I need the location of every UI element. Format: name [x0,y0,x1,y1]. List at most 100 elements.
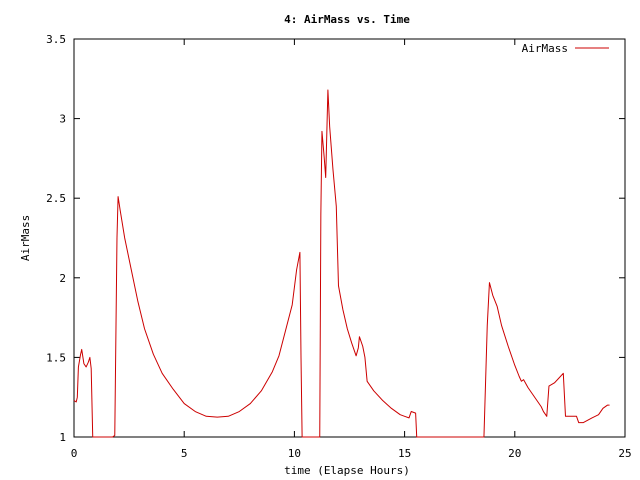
data-point [83,363,84,364]
data-point [162,373,163,374]
data-point [391,408,392,409]
data-point [400,414,401,415]
data-point [80,354,81,355]
x-tick-label: 15 [398,447,411,460]
data-point [77,397,78,398]
y-tick-label: 2.5 [46,192,66,205]
data-point [521,381,522,382]
y-tick-label: 1 [59,431,66,444]
data-point [325,177,326,178]
data-point [272,371,273,372]
data-point [364,357,365,358]
data-point [497,306,498,307]
data-point [487,325,488,326]
data-point [250,403,251,404]
data-point [195,411,196,412]
data-point [278,355,279,356]
data-point [206,416,207,417]
data-point [558,378,559,379]
data-point [591,417,592,418]
data-point [112,436,113,437]
data-point [320,214,321,215]
data-point [408,417,409,418]
data-point [415,413,416,414]
data-point [296,269,297,270]
chart-title: 4: AirMass vs. Time [284,13,410,26]
data-point [217,417,218,418]
data-point [73,400,74,401]
data-point [91,368,92,369]
data-point [319,436,320,437]
data-point [88,362,89,363]
data-point [92,436,93,437]
data-point [483,436,484,437]
plot-frame [73,38,626,438]
legend: AirMass [522,42,609,55]
data-point [302,436,303,437]
data-point [109,436,110,437]
x-tick-label: 10 [288,447,301,460]
data-point [124,237,125,238]
data-point [382,400,383,401]
data-point [565,416,566,417]
data-point [137,301,138,302]
y-axis-label: AirMass [19,215,32,261]
data-point [351,342,352,343]
data-point [598,414,599,415]
data-point [543,411,544,412]
series-line-airmass [73,89,610,438]
data-point [292,304,293,305]
data-point [261,390,262,391]
data-point [285,330,286,331]
data-point [342,309,343,310]
data-point [81,349,82,350]
x-tick-label: 20 [508,447,521,460]
data-point [321,131,322,132]
data-point [536,400,537,401]
data-point [514,365,515,366]
y-tick-label: 3 [59,113,66,126]
data-point [554,382,555,383]
data-point [411,411,412,412]
data-point [347,328,348,329]
data-point [416,436,417,437]
data-point [367,381,368,382]
data-point [89,357,90,358]
data-point [527,387,528,388]
data-point [563,373,564,374]
data-point [541,406,542,407]
data-point [327,89,328,90]
x-axis-ticks: 0 5 10 15 20 25 [71,39,632,460]
data-point [492,295,493,296]
data-point [239,411,240,412]
data-point [607,405,608,406]
data-point [578,422,579,423]
data-point [583,422,584,423]
data-point [362,346,363,347]
y-tick-label: 1.5 [46,351,66,364]
x-tick-label: 0 [71,447,78,460]
data-point [338,285,339,286]
data-point [523,379,524,380]
data-point [489,282,490,283]
y-tick-label: 3.5 [46,33,66,46]
data-point [501,325,502,326]
data-point [76,401,77,402]
data-point [114,435,115,436]
data-point [299,252,300,253]
data-point [508,346,509,347]
data-point [356,355,357,356]
data-point [78,366,79,367]
x-tick-label: 25 [618,447,631,460]
legend-label-airmass: AirMass [522,42,568,55]
data-point [228,416,229,417]
data-point [532,393,533,394]
data-point [144,328,145,329]
series-lines [73,89,610,438]
data-point [609,405,610,406]
data-point [332,169,333,170]
data-point [546,416,547,417]
data-point [117,196,118,197]
data-point [569,416,570,417]
